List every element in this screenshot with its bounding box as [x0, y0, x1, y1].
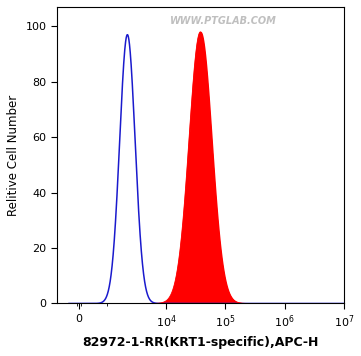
X-axis label: 82972-1-RR(KRT1-specific),APC-H: 82972-1-RR(KRT1-specific),APC-H [82, 336, 318, 349]
Y-axis label: Relitive Cell Number: Relitive Cell Number [7, 95, 20, 216]
Text: WWW.PTGLAB.COM: WWW.PTGLAB.COM [170, 16, 277, 26]
